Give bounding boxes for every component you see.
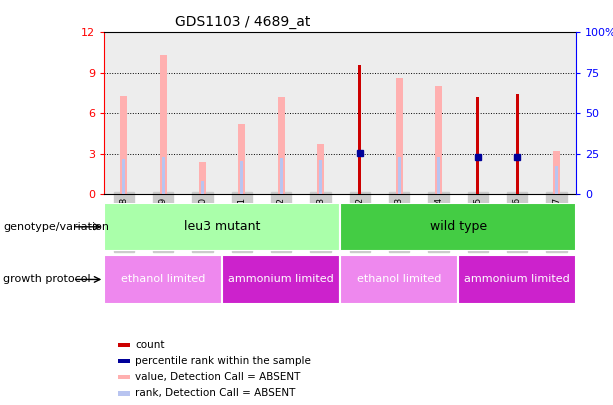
Bar [537,32,576,194]
Text: ammonium limited: ammonium limited [464,275,570,284]
Text: ammonium limited: ammonium limited [228,275,334,284]
Text: wild type: wild type [430,220,487,233]
Bar [340,32,379,194]
Bar [476,97,479,194]
Bar [317,145,324,194]
Bar [104,202,340,251]
Text: percentile rank within the sample: percentile rank within the sample [135,356,311,366]
Bar [104,32,143,194]
Bar [162,157,165,194]
Bar [435,86,442,194]
Bar [222,32,262,194]
Bar [240,161,243,194]
Bar [301,32,340,194]
Bar [104,255,222,304]
Bar [280,158,283,194]
Text: count: count [135,340,164,350]
Bar [183,32,222,194]
Bar [199,162,206,194]
Bar [419,32,458,194]
Text: growth protocol: growth protocol [3,275,91,284]
Bar [118,343,130,347]
Bar [498,32,537,194]
Bar [118,359,130,363]
Bar [118,391,130,396]
Text: genotype/variation: genotype/variation [3,222,109,232]
Bar [262,32,301,194]
Bar [238,124,245,194]
Bar [201,181,204,194]
Bar [319,160,322,194]
Bar [359,65,362,194]
Bar [143,32,183,194]
Bar [553,151,560,194]
Bar [398,157,401,194]
Bar [120,96,128,194]
Bar [340,255,458,304]
Bar [278,97,285,194]
Bar [159,55,167,194]
Text: ethanol limited: ethanol limited [357,275,441,284]
Text: ethanol limited: ethanol limited [121,275,205,284]
Text: GDS1103 / 4689_at: GDS1103 / 4689_at [175,15,310,29]
Bar [123,159,126,194]
Text: leu3 mutant: leu3 mutant [184,220,261,233]
Bar [458,32,498,194]
Text: rank, Detection Call = ABSENT: rank, Detection Call = ABSENT [135,388,295,399]
Bar [118,375,130,379]
Bar [437,157,440,194]
Bar [458,255,576,304]
Bar [516,94,519,194]
Bar [379,32,419,194]
Bar [555,166,558,194]
Bar [340,202,576,251]
Bar [222,255,340,304]
Bar [395,78,403,194]
Text: value, Detection Call = ABSENT: value, Detection Call = ABSENT [135,372,300,382]
